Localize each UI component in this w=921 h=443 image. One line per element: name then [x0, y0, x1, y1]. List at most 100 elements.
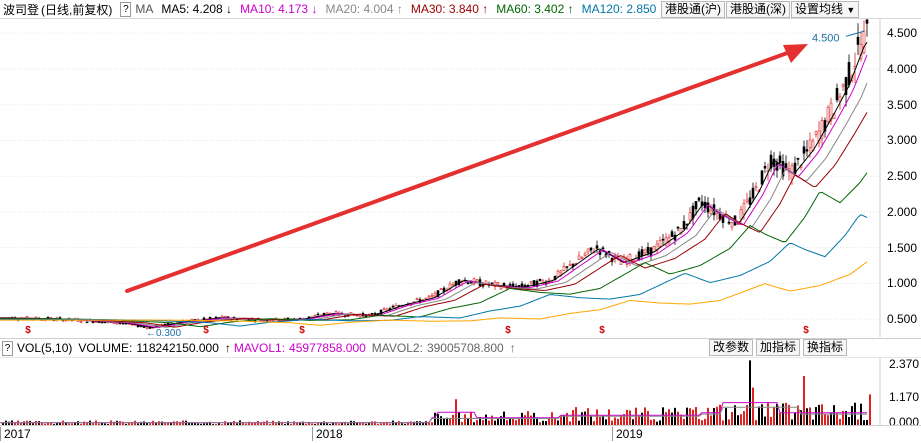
help-icon[interactable]: ? — [120, 1, 132, 17]
dividend-marker: $ — [25, 325, 31, 336]
switch-indicator-button[interactable]: 换指标 — [803, 339, 848, 356]
volume-bar — [194, 423, 196, 425]
volume-bar — [218, 423, 220, 425]
volume-bar — [203, 423, 205, 425]
candle-body — [751, 187, 755, 199]
candle-body — [439, 288, 443, 290]
volume-bar — [599, 416, 601, 425]
volume-value: 118242150.000 — [136, 341, 219, 355]
volume-bar — [536, 417, 538, 425]
volume-bar — [677, 411, 679, 425]
volume-bar — [506, 420, 508, 425]
volume-bar — [554, 418, 556, 425]
candle-body — [538, 278, 542, 281]
dividend-marker: $ — [505, 325, 511, 336]
candle-body — [778, 155, 782, 163]
candle-body — [589, 247, 593, 251]
volume-bar — [104, 423, 106, 425]
candle-body — [427, 295, 431, 298]
volume-bar — [41, 422, 43, 425]
volume-bar — [773, 406, 775, 425]
volume-bar — [764, 416, 766, 425]
volume-bar — [101, 422, 103, 425]
volume-bar — [785, 402, 787, 425]
candle-body — [844, 77, 848, 95]
volume-bar — [170, 422, 172, 425]
ma-values: MA5: 4.208 ↓ MA10: 4.173 ↓ MA20: 4.004 ↑ MA… — [161, 2, 664, 16]
volume-chart[interactable] — [0, 357, 921, 425]
volume-bar — [659, 420, 661, 425]
volume-bar — [383, 422, 385, 425]
volume-bar — [131, 422, 133, 425]
vol-help-icon[interactable]: ? — [2, 340, 13, 356]
volume-bar — [746, 404, 748, 425]
volume-bar — [515, 420, 517, 425]
volume-bar — [491, 415, 493, 425]
volume-bar — [650, 419, 652, 425]
period-label: (日线,前复权) — [41, 2, 113, 17]
trend-arrow-head — [783, 44, 808, 63]
volume-bar — [548, 417, 550, 425]
price-axis-label: 1.500 — [886, 240, 917, 255]
add-indicator-button[interactable]: 加指标 — [756, 339, 801, 356]
volume-bar — [806, 408, 808, 425]
candle-body — [85, 321, 89, 324]
candle-body — [391, 305, 395, 308]
candle-body — [802, 146, 806, 154]
volume-bar — [749, 360, 751, 425]
candle-body — [580, 256, 584, 259]
trend-arrow-line — [125, 50, 792, 293]
volume-bar — [44, 423, 46, 425]
volume-bar — [563, 414, 565, 425]
volume-bar — [308, 421, 310, 425]
candle-body — [268, 320, 272, 322]
volume-bar — [722, 420, 724, 425]
candle-body — [838, 96, 842, 102]
ma-settings-button[interactable]: 设置均线 ▼ — [791, 1, 860, 18]
volume-bar — [731, 411, 733, 425]
candle-body — [661, 238, 665, 241]
volume-bar — [215, 424, 217, 425]
volume-bar — [833, 405, 835, 425]
candle-body — [496, 282, 500, 285]
volume-bar — [725, 408, 727, 425]
volume-bar — [113, 421, 115, 425]
volume-bar — [281, 421, 283, 425]
dividend-marker: $ — [803, 325, 809, 336]
candle-body — [817, 130, 821, 144]
volume-bar — [704, 418, 706, 425]
volume-bar — [839, 418, 841, 425]
mavol2-label: MAVOL2: — [371, 341, 423, 355]
price-axis-label: 3.000 — [886, 133, 917, 148]
ma5-line — [0, 41, 868, 329]
volume-bar — [122, 421, 124, 425]
candle-body — [145, 327, 149, 329]
volume-bar — [800, 410, 802, 425]
volume-bar — [347, 423, 349, 425]
candle-body — [754, 185, 758, 188]
candle-body — [142, 326, 146, 328]
change-params-button[interactable]: 改参数 — [709, 339, 754, 356]
candle-body — [865, 19, 869, 24]
hk-connect-sz-button[interactable]: 港股通(深) — [726, 1, 790, 18]
candle-body — [370, 313, 374, 315]
candle-body — [316, 313, 320, 316]
candle-body — [586, 248, 590, 253]
volume-bar — [329, 423, 331, 425]
candle-body — [697, 197, 701, 201]
candle-body — [433, 292, 437, 297]
volume-bar — [476, 420, 478, 425]
volume-bar — [227, 422, 229, 425]
volume-bar — [545, 421, 547, 425]
volume-bar — [86, 421, 88, 425]
ma-item: MA10: 4.173 ↓ — [240, 2, 318, 16]
volume-bar — [206, 423, 208, 425]
ma30-line — [0, 112, 868, 328]
ma-item: MA60: 3.402 ↑ — [496, 2, 574, 16]
candle-body — [466, 282, 470, 285]
low-label: ←0.300 — [146, 328, 181, 337]
price-chart[interactable]: $ $ $ $ $ $4.500 ←0.300 — [0, 19, 921, 337]
volume-bar — [581, 412, 583, 425]
hk-connect-sh-button[interactable]: 港股通(沪) — [661, 1, 725, 18]
volume-bar — [653, 419, 655, 425]
